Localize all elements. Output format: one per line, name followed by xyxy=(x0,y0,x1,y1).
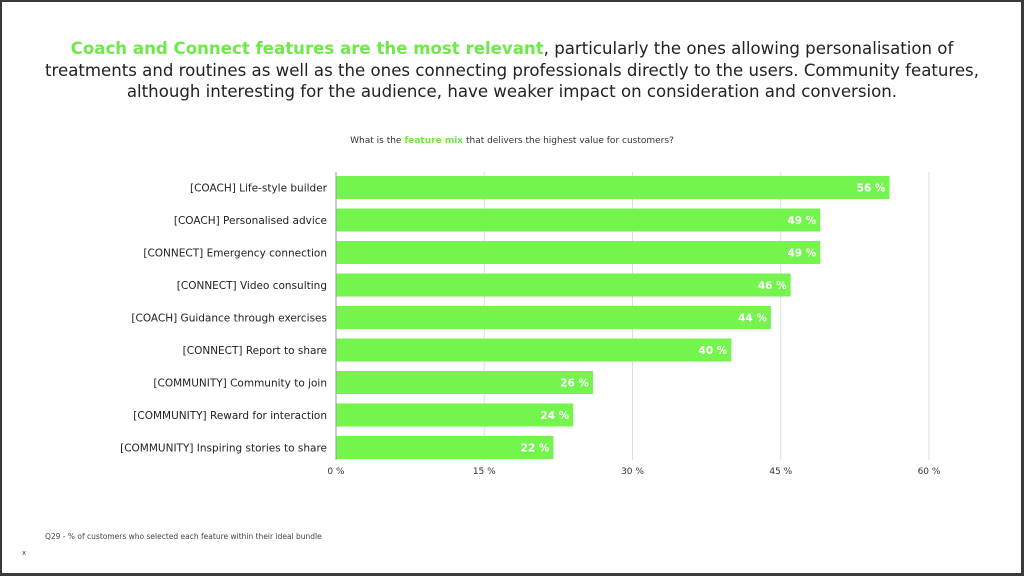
x-tick-label: 0 % xyxy=(327,467,345,477)
bar xyxy=(336,436,554,459)
category-label: [COMMUNITY] Reward for interaction xyxy=(133,410,327,422)
question-text-before: What is the xyxy=(350,136,405,146)
headline-text-1: , particularly the ones allowing persona… xyxy=(543,39,954,58)
bar-value-label: 40 % xyxy=(699,345,728,357)
category-label: [COACH] Personalised advice xyxy=(174,215,327,227)
bar-value-label: 46 % xyxy=(758,280,787,292)
x-tick-label: 15 % xyxy=(473,467,496,477)
question-highlight: feature mix xyxy=(404,136,464,146)
x-tick-label: 45 % xyxy=(769,467,792,477)
category-label: [COACH] Guidance through exercises xyxy=(131,313,327,325)
bar xyxy=(336,306,771,329)
bar xyxy=(336,403,574,427)
bar xyxy=(336,273,791,297)
bar xyxy=(336,176,890,199)
chart-question: What is the feature mix that delivers th… xyxy=(0,136,1024,146)
category-label: [COMMUNITY] Community to join xyxy=(153,378,327,390)
category-label: [CONNECT] Video consulting xyxy=(177,280,327,292)
x-tick-label: 30 % xyxy=(621,467,644,477)
headline-highlight: Coach and Connect features are the most … xyxy=(70,39,544,58)
footnote: Q29 - % of customers who selected each f… xyxy=(45,532,322,541)
category-label: [COMMUNITY] Inspiring stories to share xyxy=(120,443,327,455)
bar-value-label: 24 % xyxy=(540,410,569,422)
bar xyxy=(336,338,732,362)
bar-value-label: 26 % xyxy=(560,378,589,390)
headline-text-3: although interesting for the audience, h… xyxy=(126,82,898,102)
bar xyxy=(336,208,821,232)
category-label: [COACH] Life-style builder xyxy=(190,183,328,195)
headline-text-2: treatments and routines as well as the o… xyxy=(45,60,979,80)
bar-value-label: 56 % xyxy=(857,183,886,195)
corner-mark: x xyxy=(22,549,27,557)
question-text-after: that delivers the highest value for cust… xyxy=(463,136,674,146)
headline: Coach and Connect features are the most … xyxy=(0,38,1024,103)
bar-value-label: 49 % xyxy=(787,248,816,260)
x-tick-label: 60 % xyxy=(918,467,941,477)
bar xyxy=(336,371,593,394)
category-label: [CONNECT] Report to share xyxy=(183,345,327,357)
bar xyxy=(336,241,821,264)
bar-value-label: 44 % xyxy=(738,313,767,325)
bar-value-label: 49 % xyxy=(787,215,816,227)
category-label: [CONNECT] Emergency connection xyxy=(143,248,327,260)
bar-value-label: 22 % xyxy=(521,443,550,455)
